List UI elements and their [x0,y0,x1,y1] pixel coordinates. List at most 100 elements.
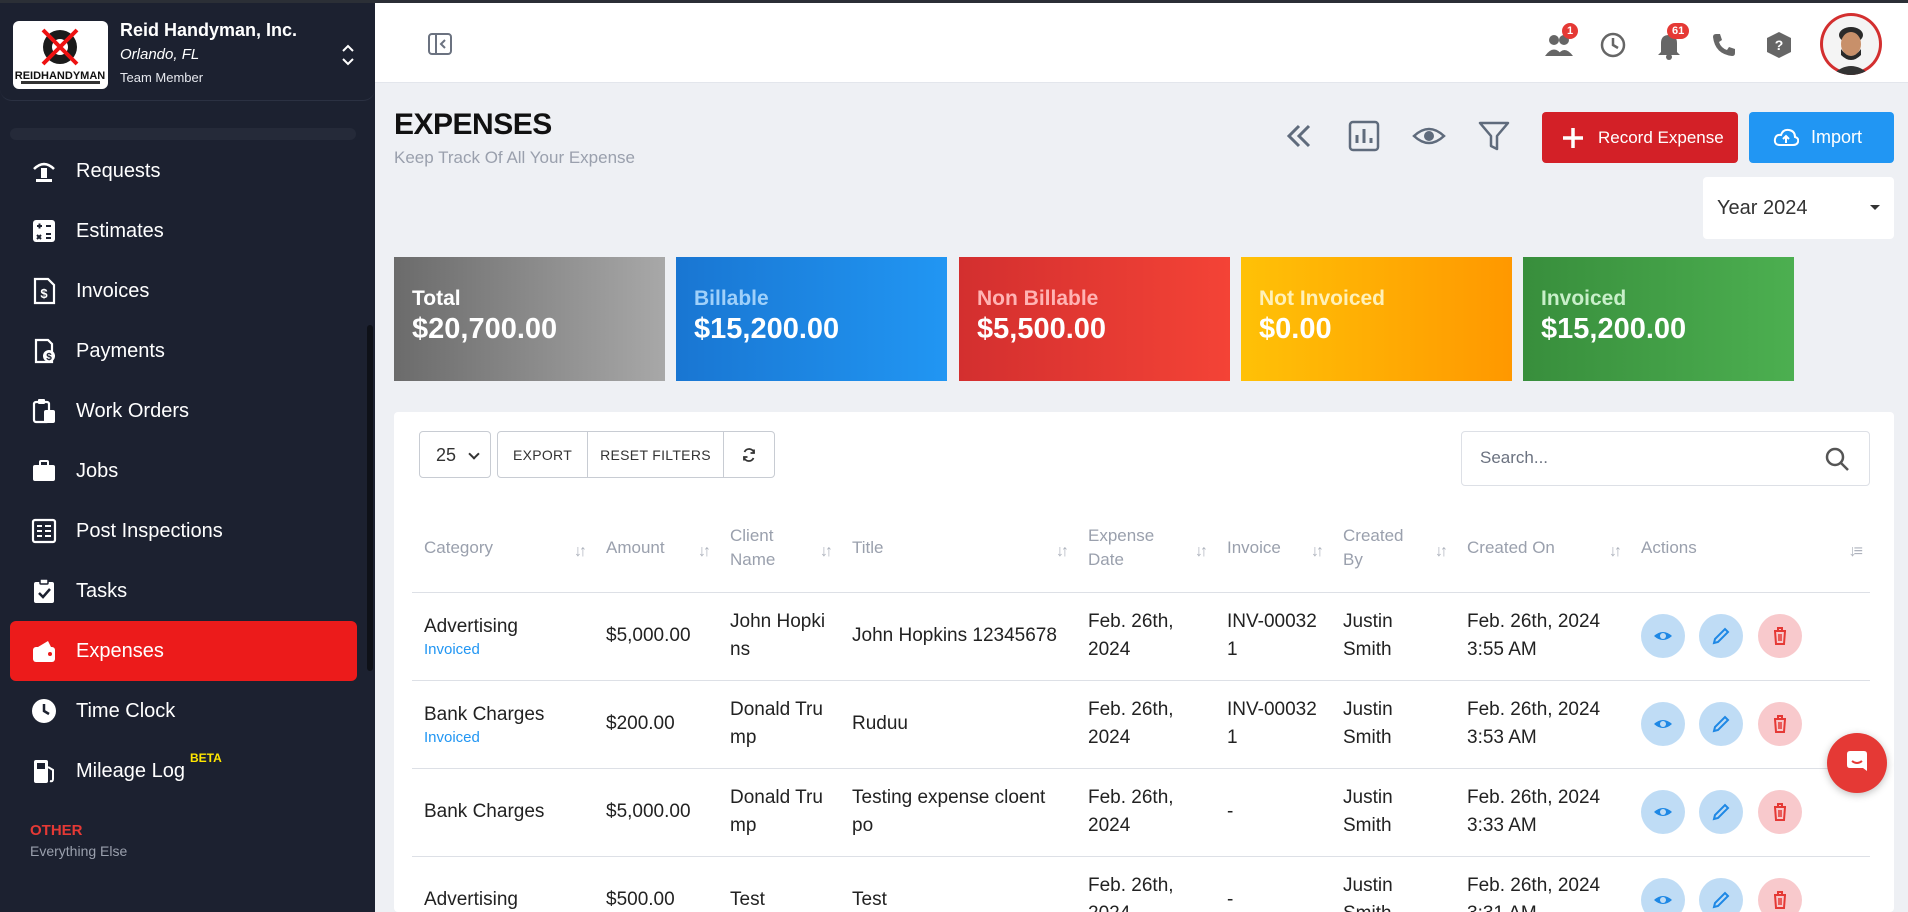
requests-icon [30,157,58,185]
column-header-expense-date[interactable]: Expense Date ↓↑ [1076,504,1215,593]
column-header-actions[interactable]: Actions ↓≡ [1629,504,1870,593]
sidebar-scrollbar[interactable] [367,325,373,671]
cell-created-by: Justin Smith [1331,768,1455,857]
sidebar-item-jobs[interactable]: Jobs [10,441,357,501]
sort-icon[interactable]: ↓↑ [574,543,587,560]
sidebar-item-expenses[interactable]: Expenses [10,621,357,681]
column-header-created-by[interactable]: Created By ↓↑ [1331,504,1455,593]
sort-icon[interactable]: ↓↑ [1056,543,1069,560]
sidebar-item-label: Expenses [76,640,164,662]
stat-card-label: Non Billable [977,287,1099,310]
stat-card-label: Total [412,287,461,310]
sidebar-item-work-orders[interactable]: Work Orders [10,381,357,441]
column-header-invoice[interactable]: Invoice ↓↑ [1215,504,1331,593]
cell-client: Donald Trump [718,768,840,857]
sidebar-item-payments[interactable]: $ Payments [10,321,357,381]
sidebar-item-time-clock[interactable]: Time Clock [10,681,357,741]
delete-button[interactable] [1757,702,1802,746]
table-row[interactable]: Advertising $500.00 Test Test Feb. 26th,… [412,856,1870,912]
chat-launcher-button[interactable] [1827,733,1887,793]
sidebar-toggle-icon[interactable] [427,31,453,57]
sidebar-item-label: Estimates [76,220,164,242]
cell-created-on: Feb. 26th, 2024 3:33 AM [1455,768,1629,857]
view-button[interactable] [1641,702,1685,746]
stat-card-label: Not Invoiced [1259,287,1386,310]
cell-invoice: INV-000321 [1215,680,1331,769]
phone-icon[interactable] [1708,29,1740,61]
eye-icon[interactable] [1411,118,1447,154]
avatar[interactable] [1820,13,1882,75]
column-header-client-name[interactable]: Client Name ↓↑ [718,504,840,593]
pencil-icon [1712,715,1730,733]
bell-icon[interactable]: 61 [1653,23,1690,61]
report-chart-icon[interactable] [1346,118,1382,154]
sidebar-item-label: Payments [76,340,165,362]
edit-button[interactable] [1699,614,1744,658]
cell-invoice: INV-000321 [1215,592,1331,681]
edit-button[interactable] [1699,790,1744,834]
section-title-other: OTHER [30,822,83,839]
table-row[interactable]: Bank Charges $5,000.00 Donald Trump Test… [412,768,1870,857]
reset-filters-button[interactable]: RESET FILTERS [588,432,724,477]
sort-icon[interactable]: ↓↑ [820,543,833,560]
import-label: Import [1811,127,1863,147]
double-chevron-left-icon[interactable] [1281,118,1317,154]
filter-icon[interactable] [1476,118,1512,154]
org-switcher[interactable]: REIDHANDYMAN Reid Handyman, Inc. Orlando… [0,3,375,101]
sidebar-item-estimates[interactable]: Estimates [10,201,357,261]
history-clock-icon[interactable] [1597,29,1629,61]
cell-amount: $5,000.00 [594,768,718,857]
sidebar-item-invoices[interactable]: $ Invoices [10,261,357,321]
sort-icon[interactable]: ↓↑ [1609,543,1622,560]
edit-button[interactable] [1699,878,1744,912]
delete-button[interactable] [1757,878,1802,912]
search-icon[interactable] [1823,445,1851,473]
sidebar-item-label: Time Clock [76,700,176,722]
page-size-select[interactable]: 25 [419,431,491,478]
stat-card-billable: Billable $15,200.00 [676,257,947,381]
search-input[interactable] [1480,448,1800,468]
view-button[interactable] [1641,878,1685,912]
delete-button[interactable] [1757,614,1802,658]
team-badge: 1 [1562,23,1579,39]
cell-category: Advertising [424,889,518,910]
cell-created-on: Feb. 26th, 2024 3:31 AM [1455,856,1629,912]
year-filter-select[interactable]: Year 2024 [1703,177,1894,239]
import-button[interactable]: Import [1749,112,1894,163]
stat-card-non-billable: Non Billable $5,500.00 [959,257,1230,381]
delete-button[interactable] [1757,790,1802,834]
record-expense-button[interactable]: Record Expense [1542,112,1738,163]
cell-created-on: Feb. 26th, 2024 3:53 AM [1455,680,1629,769]
sidebar-divider [10,128,356,140]
stat-card-value: $15,200.00 [694,313,840,345]
sort-icon[interactable]: ↓↑ [1311,543,1324,560]
view-button[interactable] [1641,614,1685,658]
sort-desc-icon[interactable]: ↓≡ [1848,543,1863,560]
column-header-created-on[interactable]: Created On ↓↑ [1455,504,1629,593]
team-icon[interactable]: 1 [1543,23,1579,61]
table-row[interactable]: Bank Charges Invoiced $200.00 Donald Trum… [412,680,1870,769]
sort-icon[interactable]: ↓↑ [698,543,711,560]
eye-icon [1654,632,1672,640]
view-button[interactable] [1641,790,1685,834]
sort-icon[interactable]: ↓↑ [1435,543,1448,560]
eye-icon [1654,808,1672,816]
column-header-category[interactable]: Category ↓↑ [412,504,594,593]
sidebar-item-post-inspections[interactable]: Post Inspections [10,501,357,561]
cell-invoice: - [1215,856,1331,912]
sort-icon[interactable]: ↓↑ [1195,543,1208,560]
help-icon[interactable]: ? [1763,29,1795,61]
column-header-amount[interactable]: Amount ↓↑ [594,504,718,593]
column-header-title[interactable]: Title ↓↑ [840,504,1076,593]
refresh-button[interactable] [724,432,774,477]
chevron-updown-icon[interactable] [338,41,358,69]
sidebar-item-tasks[interactable]: Tasks [10,561,357,621]
sidebar-item-mileage-log[interactable]: Mileage Log BETA [10,741,357,801]
edit-button[interactable] [1699,702,1744,746]
export-button[interactable]: EXPORT [498,432,588,477]
stat-card-value: $20,700.00 [412,313,558,345]
tasks-icon [30,577,58,605]
table-row[interactable]: Advertising Invoiced $5,000.00 John Hopki… [412,592,1870,681]
cell-title: Testing expense cloent po [840,768,1076,857]
sidebar-item-requests[interactable]: Requests [10,141,357,201]
